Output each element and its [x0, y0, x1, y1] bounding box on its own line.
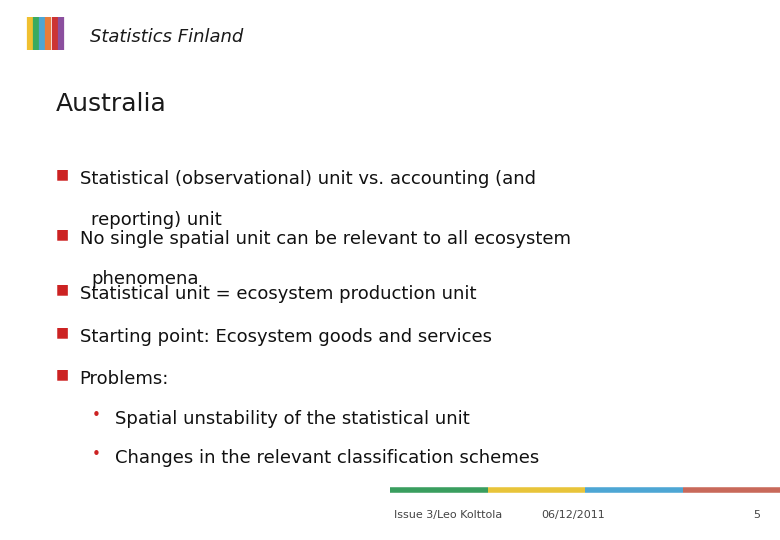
Text: reporting) unit: reporting) unit [91, 211, 222, 228]
Text: ■: ■ [56, 326, 69, 340]
Text: Statistical unit = ecosystem production unit: Statistical unit = ecosystem production … [80, 285, 476, 303]
Text: Statistics Finland: Statistics Finland [90, 28, 243, 46]
Text: ■: ■ [56, 367, 69, 381]
Text: •: • [92, 447, 101, 462]
Text: 5: 5 [753, 510, 760, 521]
Text: 06/12/2011: 06/12/2011 [541, 510, 605, 521]
Text: phenomena: phenomena [91, 270, 199, 288]
Text: Problems:: Problems: [80, 370, 169, 388]
Text: No single spatial unit can be relevant to all ecosystem: No single spatial unit can be relevant t… [80, 230, 570, 247]
Text: Issue 3/Leo Kolttola: Issue 3/Leo Kolttola [394, 510, 502, 521]
Text: Starting point: Ecosystem goods and services: Starting point: Ecosystem goods and serv… [80, 328, 491, 346]
Text: Australia: Australia [56, 92, 167, 116]
Text: ■: ■ [56, 282, 69, 296]
Text: Spatial unstability of the statistical unit: Spatial unstability of the statistical u… [115, 410, 470, 428]
Text: Statistical (observational) unit vs. accounting (and: Statistical (observational) unit vs. acc… [80, 170, 536, 188]
Text: •: • [92, 408, 101, 423]
Text: Changes in the relevant classification schemes: Changes in the relevant classification s… [115, 449, 540, 467]
Text: ■: ■ [56, 167, 69, 181]
Text: ■: ■ [56, 227, 69, 241]
